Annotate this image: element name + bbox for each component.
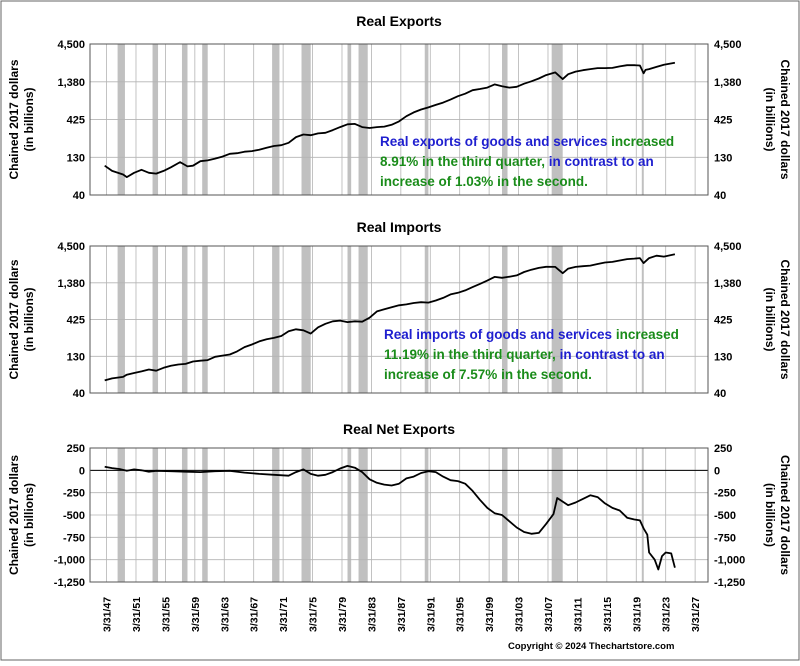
annotation-segment: increase of 1.03% in the second.	[380, 174, 588, 189]
y-axis-label-right: Chained 2017 dollars	[778, 259, 792, 379]
plot-frame	[89, 43, 709, 196]
x-tick-label: 3/31/99	[484, 597, 496, 632]
y-tick-label-left: 1,380	[57, 77, 85, 89]
x-tick-label: 3/31/71	[278, 597, 290, 632]
annotation-segment: Real exports of goods and services	[380, 134, 611, 149]
plot-frame	[89, 245, 709, 394]
y-tick-label-right: -1,000	[714, 555, 745, 567]
y-tick-label-left: 1,380	[57, 278, 85, 290]
panel-3: Real Net Exports 250 250 0 0 -250 -250 -500 -500…	[7, 421, 792, 589]
x-tick-label: 3/31/51	[131, 597, 143, 632]
chart-title: Real Exports	[356, 13, 442, 29]
y-axis-label-left: Chained 2017 dollars	[7, 259, 21, 379]
annotation-segment: increased	[616, 327, 679, 342]
y-axis-label-right-units: (in billions)	[763, 288, 777, 352]
y-tick-label-left: 425	[67, 114, 85, 126]
x-tick-label: 3/31/83	[366, 597, 378, 632]
y-tick-label-right: 1,380	[714, 77, 742, 89]
y-tick-label-left: 40	[73, 190, 85, 202]
panel-1: Real Exports 4,500 4,500 1,380 1,380 425 425 13…	[7, 13, 792, 202]
y-axis-label-left: Chained 2017 dollars	[7, 455, 21, 575]
y-axis-label-right-units: (in billions)	[763, 483, 777, 547]
annotation-segment: increased	[611, 134, 674, 149]
chart-title: Real Net Exports	[343, 421, 455, 437]
y-tick-label-left: 250	[67, 443, 85, 455]
series-line	[104, 61, 676, 178]
y-tick-label-left: 4,500	[57, 39, 85, 51]
y-tick-label-left: 425	[67, 314, 85, 326]
x-tick-label: 3/31/79	[337, 597, 349, 632]
copyright-text: Copyright © 2024 Thechartstore.com	[508, 641, 674, 652]
y-tick-label-left: -750	[63, 532, 85, 544]
annotation-segment: in contrast to an	[560, 347, 665, 362]
x-tick-label: 3/31/47	[102, 597, 114, 632]
y-axis-label-right: Chained 2017 dollars	[778, 455, 792, 575]
y-tick-label-left: 4,500	[57, 241, 85, 253]
y-tick-label-left: 130	[67, 152, 85, 164]
y-tick-label-right: 40	[714, 388, 726, 400]
y-tick-label-right: 250	[714, 443, 732, 455]
x-axis: 3/31/47 3/31/51 3/31/55 3/31/59 3/31/63 3/31/…	[102, 597, 703, 632]
y-tick-label-right: 4,500	[714, 39, 742, 51]
y-tick-label-right: 425	[714, 114, 732, 126]
x-tick-label: 3/31/23	[661, 597, 673, 632]
y-tick-label-right: -1,250	[714, 577, 745, 589]
y-tick-label-right: 1,380	[714, 278, 742, 290]
x-tick-label: 3/31/27	[690, 597, 702, 632]
x-tick-label: 3/31/15	[602, 597, 614, 632]
series-line	[104, 465, 676, 571]
x-tick-label: 3/31/55	[160, 597, 172, 632]
x-tick-label: 3/31/95	[455, 597, 467, 632]
y-tick-label-right: 40	[714, 190, 726, 202]
y-axis-label-right-units: (in billions)	[763, 88, 777, 152]
annotation-segment: Real imports of goods and services	[384, 327, 616, 342]
y-tick-label-left: 40	[73, 388, 85, 400]
x-tick-label: 3/31/03	[514, 597, 526, 632]
y-tick-label-right: 4,500	[714, 241, 742, 253]
y-axis-label-left-units: (in billions)	[22, 288, 36, 352]
y-tick-label-left: -1,250	[54, 577, 85, 589]
x-tick-label: 3/31/19	[631, 597, 643, 632]
y-axis-label-left-units: (in billions)	[22, 88, 36, 152]
y-axis-label-left-units: (in billions)	[22, 483, 36, 547]
chart-annotation: Real exports of goods and services incre…	[380, 134, 674, 189]
x-tick-label: 3/31/87	[396, 597, 408, 632]
y-tick-label-right: -250	[714, 488, 736, 500]
x-tick-label: 3/31/11	[572, 597, 584, 632]
x-tick-label: 3/31/67	[249, 597, 261, 632]
x-tick-label: 3/31/91	[425, 597, 437, 632]
y-tick-label-right: 0	[714, 465, 720, 477]
x-tick-label: 3/31/63	[219, 597, 231, 632]
y-tick-label-right: 130	[714, 152, 732, 164]
y-tick-label-right: 425	[714, 314, 732, 326]
y-tick-label-right: -500	[714, 510, 736, 522]
y-tick-label-left: -250	[63, 488, 85, 500]
annotation-segment: in contrast to an	[549, 154, 654, 169]
chart-title: Real Imports	[357, 219, 442, 235]
x-tick-label: 3/31/59	[190, 597, 202, 632]
y-tick-label-left: -500	[63, 510, 85, 522]
plot-frame	[89, 447, 709, 583]
x-tick-label: 3/31/07	[543, 597, 555, 632]
chart-annotation: Real imports of goods and services incre…	[384, 327, 679, 382]
y-tick-label-right: 130	[714, 351, 732, 363]
y-tick-label-left: 130	[67, 351, 85, 363]
y-tick-label-left: 0	[79, 465, 85, 477]
annotation-segment: 8.91% in the third quarter,	[380, 154, 549, 169]
y-tick-label-left: -1,000	[54, 555, 85, 567]
y-axis-label-left: Chained 2017 dollars	[7, 59, 21, 179]
y-axis-label-right: Chained 2017 dollars	[778, 59, 792, 179]
annotation-segment: 11.19% in the third quarter,	[384, 347, 560, 362]
x-tick-label: 3/31/75	[308, 597, 320, 632]
panel-2: Real Imports 4,500 4,500 1,380 1,380 425 425 13…	[7, 219, 792, 400]
y-tick-label-right: -750	[714, 532, 736, 544]
series-line	[104, 253, 676, 382]
annotation-segment: increase of 7.57% in the second.	[384, 367, 592, 382]
